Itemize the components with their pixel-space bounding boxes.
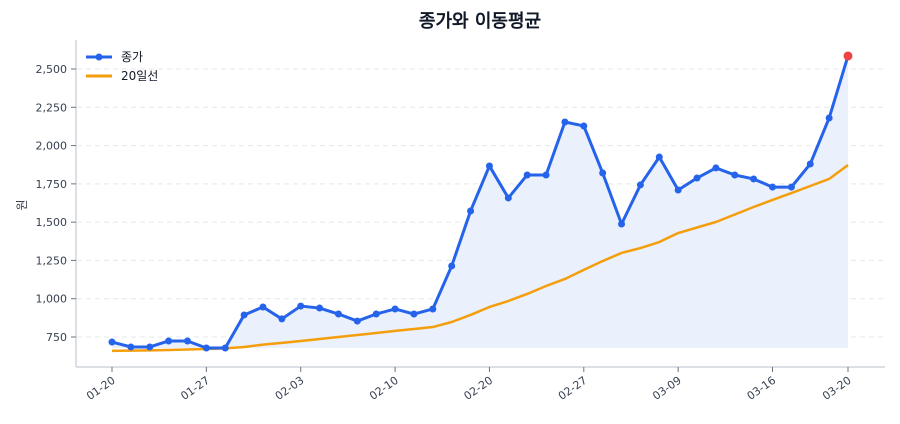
- y-axis-ticks: 750 1,000 1,250 1,500 1,750 2,000 2,250 2,500: [36, 63, 76, 344]
- close-marker: [297, 302, 305, 310]
- close-marker: [825, 114, 833, 122]
- x-tick-label: 01-27: [178, 374, 212, 403]
- close-marker: [334, 310, 342, 318]
- ma20-polyline: [111, 164, 849, 353]
- close-marker: [372, 310, 380, 318]
- close-marker: [127, 343, 135, 351]
- close-marker: [353, 317, 361, 325]
- close-marker: [146, 343, 154, 351]
- close-marker: [448, 262, 456, 270]
- y-tick-label: 2,250: [36, 101, 68, 114]
- close-marker: [504, 194, 512, 202]
- x-tick-label: 03-09: [650, 374, 684, 403]
- x-tick-label: 02-03: [273, 374, 307, 403]
- close-marker: [316, 304, 324, 312]
- y-tick-label: 2,000: [36, 140, 68, 153]
- x-tick-label: 02-20: [462, 374, 496, 403]
- close-marker: [712, 164, 720, 172]
- ma20-line: [111, 164, 849, 353]
- x-axis-ticks: 01-20 01-27 02-03 02-10 02-20 02-27 03-09 03-16…: [84, 367, 854, 403]
- close-marker: [165, 337, 173, 345]
- y-tick-label: 2,500: [36, 63, 68, 76]
- close-price-line: [108, 51, 853, 352]
- close-marker: [221, 344, 229, 352]
- y-tick-label: 1,750: [36, 178, 68, 191]
- legend: 종가 20일선: [86, 50, 158, 83]
- x-tick-label: 02-10: [367, 374, 401, 403]
- close-marker: [561, 118, 569, 126]
- close-marker: [542, 171, 550, 179]
- y-axis-label: 원: [15, 199, 29, 210]
- legend-ma20-label: 20일선: [121, 69, 158, 83]
- close-marker: [259, 303, 267, 311]
- close-marker: [599, 169, 607, 177]
- x-tick-label: 03-16: [745, 374, 779, 403]
- close-marker: [240, 311, 248, 319]
- close-marker: [674, 186, 682, 194]
- close-marker: [693, 174, 701, 182]
- close-marker: [787, 183, 795, 191]
- close-marker: [580, 122, 588, 130]
- legend-item-ma20: 20일선: [86, 69, 158, 83]
- latest-close-marker: [843, 51, 853, 61]
- y-tick-label: 1,500: [36, 216, 68, 229]
- close-marker: [731, 171, 739, 179]
- legend-item-close: 종가: [86, 50, 143, 64]
- y-tick-label: 750: [46, 331, 67, 344]
- y-tick-label: 1,000: [36, 293, 68, 306]
- close-marker: [429, 305, 437, 313]
- close-marker: [750, 175, 758, 183]
- x-tick-label: 01-20: [84, 374, 118, 403]
- close-area-fill: [112, 55, 848, 349]
- close-marker: [391, 305, 399, 313]
- close-marker: [806, 160, 814, 168]
- close-marker: [485, 162, 493, 170]
- y-tick-label: 1,250: [36, 254, 68, 267]
- close-marker: [523, 171, 531, 179]
- x-tick-label: 02-27: [556, 374, 590, 403]
- close-polyline: [111, 55, 850, 350]
- close-marker: [278, 315, 286, 323]
- close-marker: [769, 183, 777, 191]
- legend-close-label: 종가: [121, 50, 143, 64]
- close-marker: [618, 220, 626, 228]
- chart-title: 종가와 이동평균: [419, 11, 541, 32]
- legend-close-marker: [95, 53, 103, 61]
- close-marker: [410, 310, 418, 318]
- close-marker: [183, 337, 191, 345]
- close-marker: [202, 344, 210, 352]
- close-marker: [655, 153, 663, 161]
- axes: [75, 40, 885, 368]
- close-marker: [108, 338, 116, 346]
- close-marker: [467, 207, 475, 215]
- close-area: [112, 55, 848, 349]
- close-marker: [636, 181, 644, 189]
- x-tick-label: 03-20: [820, 374, 854, 403]
